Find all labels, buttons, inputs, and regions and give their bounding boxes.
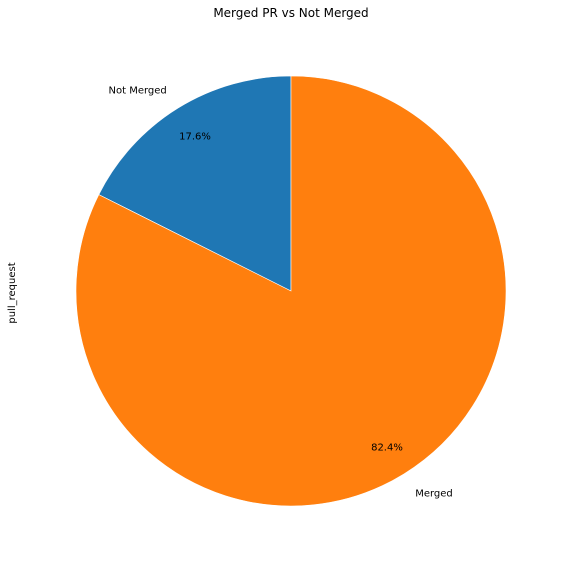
slice-label-not-merged: Not Merged bbox=[109, 86, 167, 97]
slice-percent-merged: 82.4% bbox=[371, 443, 403, 454]
pie-slice-merged bbox=[75, 75, 507, 507]
y-axis-label: pull_request bbox=[7, 262, 18, 323]
slice-label-merged: Merged bbox=[415, 488, 453, 499]
chart-title: Merged PR vs Not Merged bbox=[213, 6, 368, 20]
pie-slice-not-merged bbox=[98, 75, 292, 292]
pie-labels: Not Merged 17.6% Merged 82.4% bbox=[109, 86, 453, 500]
slice-percent-not-merged: 17.6% bbox=[179, 131, 211, 142]
pie-slices bbox=[75, 75, 507, 507]
